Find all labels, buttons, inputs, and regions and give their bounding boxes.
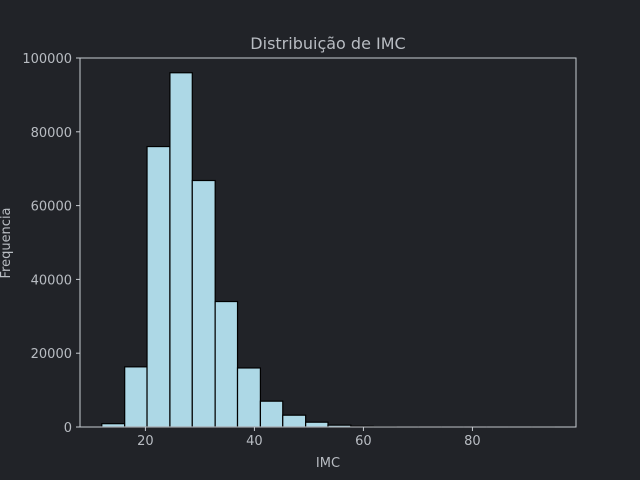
histogram-bar	[236, 367, 262, 428]
x-tick-label: 60	[355, 434, 372, 449]
plot-frame	[79, 57, 577, 428]
histogram-bar	[169, 72, 193, 428]
x-tick-label: 20	[137, 434, 154, 449]
chart-title: Distribuição de IMC	[250, 34, 405, 53]
bars-group	[101, 72, 555, 428]
y-tick-label: 40000	[31, 273, 72, 288]
histogram-bar	[305, 421, 329, 428]
histogram-bar	[282, 414, 307, 428]
x-axis-label: IMC	[316, 456, 340, 471]
x-tick-label: 40	[246, 434, 263, 449]
y-tick-label: 100000	[22, 52, 72, 67]
y-axis-label: Frequencia	[0, 207, 14, 278]
y-axis-ticks: 0 20000 40000 60000 80000 100000	[22, 52, 80, 436]
y-tick-label: 80000	[31, 126, 72, 141]
x-tick-label: 80	[464, 434, 481, 449]
y-tick-label: 0	[64, 421, 72, 436]
y-tick-label: 20000	[31, 347, 72, 362]
histogram-bar	[124, 366, 148, 428]
histogram-bar	[214, 300, 239, 428]
histogram-bar	[146, 145, 171, 428]
x-axis-ticks: 20 40 60 80	[137, 427, 481, 449]
histogram-bar	[259, 400, 284, 428]
histogram-bar	[191, 179, 216, 428]
y-tick-label: 60000	[31, 200, 72, 215]
